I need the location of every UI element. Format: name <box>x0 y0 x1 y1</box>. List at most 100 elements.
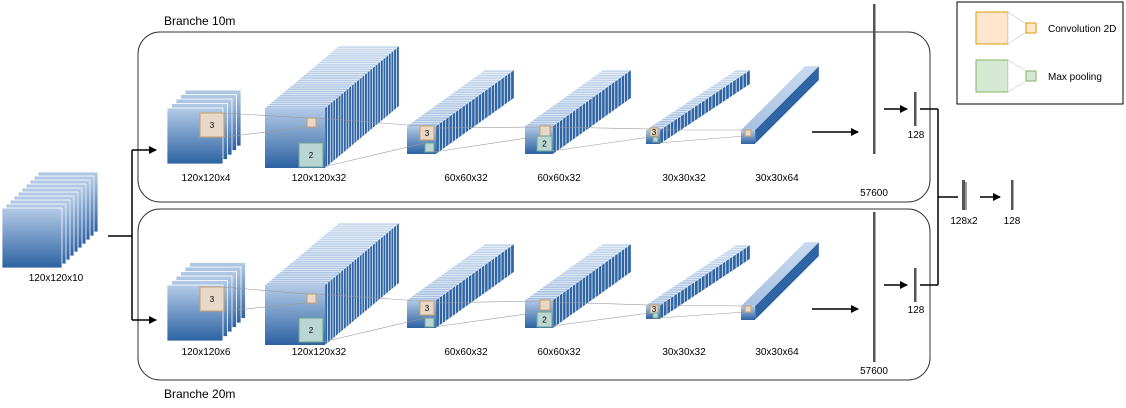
dense-label: 128 <box>908 130 925 141</box>
pool2-pool-kernel <box>652 136 659 143</box>
conv1-pool-kernel <box>298 317 324 343</box>
link <box>657 311 746 319</box>
link <box>433 126 541 129</box>
link <box>315 117 421 127</box>
pool2-label: 30x30x32 <box>662 347 706 358</box>
box-top <box>740 65 820 131</box>
feature-map <box>1 207 63 269</box>
conv3-conv-kernel <box>744 305 752 313</box>
link <box>322 317 426 343</box>
link <box>657 304 746 307</box>
conv2-pool-kernel <box>536 311 553 328</box>
split-connector <box>108 146 157 324</box>
conv3-block <box>740 241 820 321</box>
pool1-conv-kernel-label: 3 <box>425 304 430 313</box>
conv2-label: 60x60x32 <box>537 173 581 184</box>
pool1-label: 60x60x32 <box>444 347 488 358</box>
link <box>223 302 308 312</box>
input-conv-kernel <box>199 286 225 312</box>
link <box>223 286 308 295</box>
input-conv-kernel <box>199 112 225 138</box>
conv1-pool-kernel-label: 2 <box>309 151 314 160</box>
main-input-stack <box>1 171 99 269</box>
flatten-vector <box>873 4 876 154</box>
conv1-label: 120x120x32 <box>292 173 347 184</box>
input-conv-kernel-label: 3 <box>210 121 215 130</box>
conv2-conv-kernel <box>539 125 551 137</box>
concat-vector <box>962 180 967 210</box>
merge-connector <box>920 108 1001 286</box>
pool2-block <box>645 69 751 145</box>
branch-20m-box <box>137 208 931 381</box>
conv2-conv-kernel <box>539 299 551 311</box>
link <box>433 135 541 153</box>
link <box>551 136 651 152</box>
link <box>549 301 651 306</box>
pool1-pool-kernel <box>424 317 435 328</box>
conv1-conv-kernel <box>306 293 317 304</box>
box-side <box>754 241 820 321</box>
dense-vector <box>914 268 917 302</box>
legend-conv-label: Convolution 2D <box>1048 24 1116 35</box>
conv2-pool-kernel-label: 2 <box>542 140 547 149</box>
input-label: 120x120x4 <box>182 173 231 184</box>
conv3-block <box>740 65 820 145</box>
link <box>223 112 308 119</box>
conv1-pool-kernel <box>298 142 324 168</box>
pool1-conv-kernel-label: 3 <box>425 129 430 138</box>
box-top <box>740 241 820 307</box>
legend-pool-kernel <box>1025 70 1037 82</box>
pool1-conv-kernel <box>419 300 435 316</box>
link <box>433 311 541 328</box>
conv3-conv-kernel <box>744 129 752 137</box>
pool2-label: 30x30x32 <box>662 173 706 184</box>
link <box>657 135 746 144</box>
link <box>551 312 651 327</box>
link <box>549 126 651 130</box>
dense-vector <box>914 92 917 126</box>
conv2-pool-kernel <box>536 135 553 152</box>
branch-10m-box <box>137 31 931 203</box>
conv1-pool-kernel-label: 2 <box>309 326 314 335</box>
conv1-block <box>264 45 400 169</box>
link <box>322 142 426 168</box>
dense-label: 128 <box>908 305 925 316</box>
link <box>433 300 541 304</box>
pool2-conv-kernel-label: 3 <box>652 305 657 314</box>
pool2-pool-kernel <box>652 312 659 319</box>
conv1-block <box>264 222 400 346</box>
main-input-maps <box>1 171 99 269</box>
legend-conv-kernel <box>1025 22 1037 34</box>
pool2-block <box>645 244 751 320</box>
link <box>315 293 421 302</box>
main-input-label: 120x120x10 <box>29 273 84 284</box>
flatten-vector <box>873 212 876 362</box>
link <box>223 126 308 138</box>
conv3-label: 30x30x64 <box>755 173 799 184</box>
legend-conv-swatch <box>975 11 1009 45</box>
conv1-label: 120x120x32 <box>292 347 347 358</box>
output-vector <box>1011 180 1014 210</box>
pool2-conv-kernel <box>649 127 659 137</box>
output-label: 128 <box>1004 216 1021 227</box>
conv3-label: 30x30x64 <box>755 347 799 358</box>
legend-pool-swatch <box>975 59 1009 93</box>
pool1-label: 60x60x32 <box>444 173 488 184</box>
pool1-block <box>406 69 515 155</box>
pool2-conv-kernel-label: 3 <box>652 128 657 137</box>
pool1-conv-kernel <box>419 125 435 141</box>
legend-pool-label: Max pooling <box>1048 72 1102 83</box>
conv2-pool-kernel-label: 2 <box>542 316 547 325</box>
input-label: 120x120x6 <box>182 347 231 358</box>
legend: Convolution 2D Max pooling <box>956 1 1124 105</box>
branch-10m: 3 120x120x4 2 120x120x32 3 60x60x32 2 60x60x32 3… <box>166 4 925 199</box>
input-conv-kernel-label: 3 <box>210 295 215 304</box>
pool1-pool-kernel <box>424 142 435 153</box>
conv1-conv-kernel <box>306 117 317 128</box>
branch-20m-title: Branche 20m <box>164 387 235 401</box>
flatten-label: 57600 <box>860 366 888 377</box>
flatten-label: 57600 <box>860 188 888 199</box>
box-side <box>754 65 820 145</box>
branch-10m-title: Branche 10m <box>164 14 235 28</box>
